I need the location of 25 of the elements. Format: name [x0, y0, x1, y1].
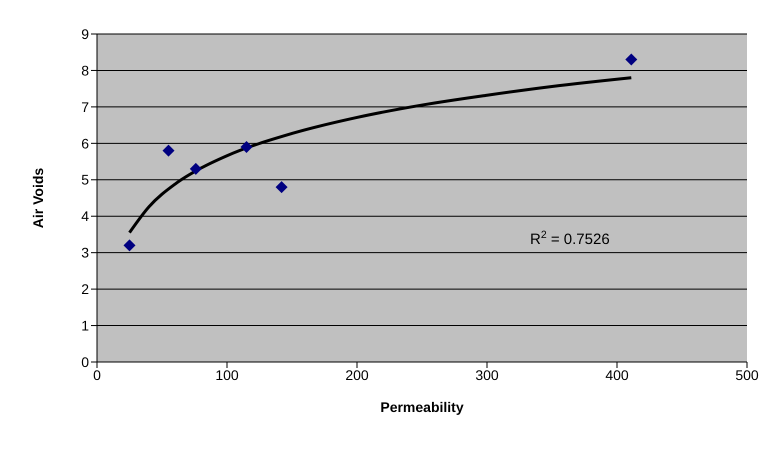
- x-tick-label: 0: [93, 366, 102, 383]
- y-tick-label: 9: [81, 26, 90, 42]
- y-tick-label: 3: [81, 244, 90, 261]
- y-tick-label: 5: [81, 172, 90, 188]
- y-tick-label: 8: [81, 62, 90, 78]
- x-tick-label: 200: [345, 366, 369, 383]
- y-tick-label: 7: [81, 98, 90, 115]
- point: [276, 181, 288, 194]
- point: [240, 140, 252, 153]
- x-axis-title: Permeability: [380, 399, 464, 415]
- point: [190, 162, 202, 175]
- annotation: R$^{2}$ = 0.7526: [530, 229, 610, 248]
- point: [162, 144, 174, 157]
- y-tick-label: 6: [81, 135, 90, 152]
- x-tick-label: 300: [475, 366, 499, 383]
- x-tick-label: 100: [215, 366, 239, 383]
- y-tick-label: 2: [81, 281, 90, 298]
- x-tick-label: 400: [605, 366, 629, 383]
- y-axis-title: Air Voids: [30, 168, 46, 228]
- y-tick-label: 4: [81, 208, 90, 224]
- point: [625, 54, 638, 66]
- y-tick-label: 1: [81, 318, 90, 334]
- x-tick-label: 500: [735, 366, 759, 383]
- point: [124, 239, 136, 252]
- y-tick-label: 0: [81, 354, 90, 370]
